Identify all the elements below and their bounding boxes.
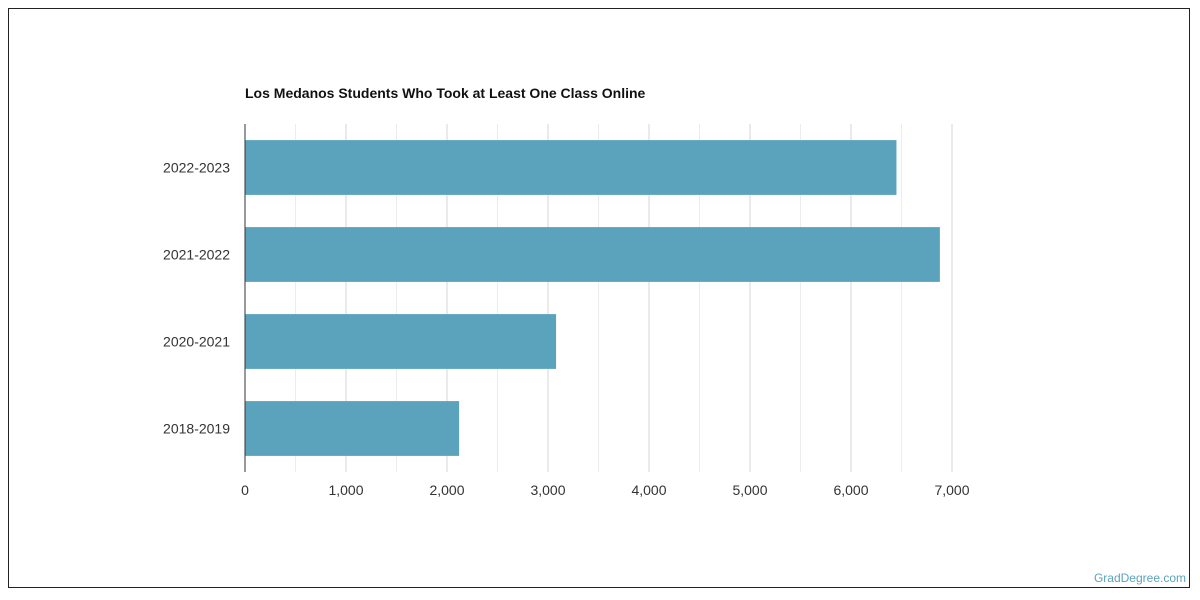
x-tick-label: 6,000 (833, 482, 868, 498)
x-tick-label: 5,000 (732, 482, 767, 498)
category-label: 2020-2021 (163, 334, 230, 350)
category-label: 2021-2022 (163, 247, 230, 263)
bar-2021-2022 (245, 227, 940, 282)
labels: 2022-2023 2021-2022 2020-2021 2018-2019 0 1,0… (163, 160, 970, 499)
x-tick-label: 0 (241, 482, 249, 498)
x-tick-label: 2,000 (429, 482, 464, 498)
x-tick-label: 4,000 (631, 482, 666, 498)
chart-title: Los Medanos Students Who Took at Least O… (245, 85, 646, 101)
bar-2022-2023 (245, 140, 897, 195)
bar-2018-2019 (245, 401, 460, 456)
bars (245, 140, 940, 456)
category-label: 2022-2023 (163, 160, 230, 176)
category-label: 2018-2019 (163, 421, 230, 437)
x-tick-label: 3,000 (530, 482, 565, 498)
x-tick-label: 7,000 (934, 482, 969, 498)
watermark-link[interactable]: GradDegree.com (1093, 571, 1186, 585)
bar-2020-2021 (245, 314, 557, 369)
x-tick-label: 1,000 (328, 482, 363, 498)
